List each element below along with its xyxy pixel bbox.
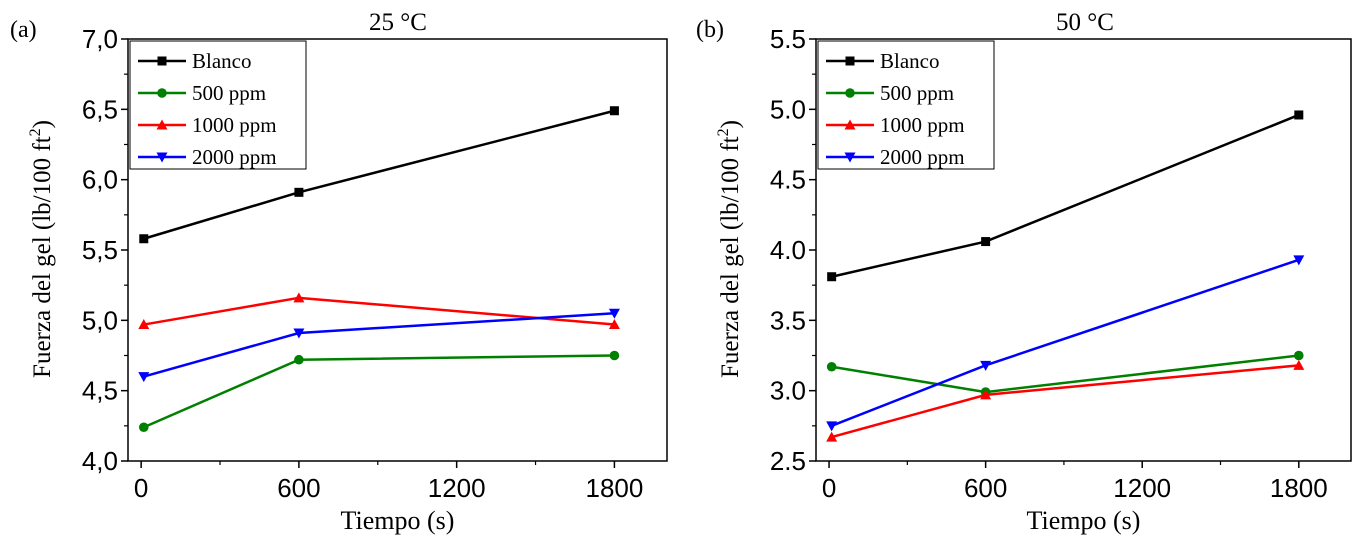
y-tick-label-b-3: 4.0	[770, 235, 806, 265]
legend-marker-a-1	[157, 88, 167, 98]
y-tick-label-a-5: 6,5	[82, 94, 118, 124]
y-tick-label-b-5: 5.0	[770, 94, 806, 124]
legend-label-a-1: 500 ppm	[192, 81, 266, 105]
y-axis-label-end-b: )	[717, 120, 744, 128]
legend-marker-b-0	[845, 56, 855, 66]
legend-label-a-2: 1000 ppm	[192, 113, 277, 137]
series-b-2000-ppm	[826, 255, 1305, 432]
legend-marker-a-0	[157, 56, 167, 66]
data-point-b-1000-ppm-2	[1293, 359, 1305, 370]
data-point-a-2000-ppm-2	[608, 308, 620, 319]
y-tick-label-b-1: 3.0	[770, 376, 806, 406]
legend-label-a-3: 2000 ppm	[192, 145, 277, 169]
data-point-a-1000-ppm-1	[293, 292, 305, 303]
data-point-b-1000-ppm-1	[980, 389, 992, 400]
x-axis-label-b: Tiempo (s)	[1027, 506, 1141, 535]
legend-label-b-0: Blanco	[880, 49, 939, 73]
legend-marker-a-2	[156, 119, 168, 130]
series-b-blanco	[827, 110, 1304, 282]
y-axis-label-main-a: Fuerza del gel (lb/100 ft	[29, 136, 56, 378]
data-point-a-1000-ppm-2	[608, 319, 620, 330]
chart-title-a: 25 °C	[369, 9, 427, 36]
y-axis-label-main-b: Fuerza del gel (lb/100 ft	[717, 136, 744, 378]
data-point-b-2000-ppm-1	[980, 360, 992, 371]
y-tick-label-a-1: 4,5	[82, 376, 118, 406]
y-tick-label-a-2: 5,0	[82, 305, 118, 335]
x-tick-label-a-3: 1800	[585, 473, 643, 503]
data-point-b-1000-ppm-0	[826, 431, 838, 442]
legend-marker-a-3	[156, 152, 168, 163]
legend-a: Blanco 500 ppm 1000 ppm 2000 ppm	[129, 40, 307, 170]
series-line-a-1000-ppm	[143, 296, 615, 326]
y-tick-label-a-3: 5,5	[82, 235, 118, 265]
y-axis-label-sup-a: 2	[27, 128, 44, 136]
data-point-a-2000-ppm-0	[138, 372, 150, 383]
series-line-a-2000-ppm	[143, 312, 615, 378]
x-axis-label-a: Tiempo (s)	[341, 506, 455, 535]
y-tick-label-b-0: 2.5	[770, 446, 806, 476]
y-tick-label-b-4: 4.5	[770, 165, 806, 195]
y-axis-label-end-a: )	[29, 120, 56, 128]
data-point-a-500-ppm-0	[138, 422, 149, 433]
legend-label-b-2: 1000 ppm	[880, 113, 965, 137]
data-point-b-blanco-1	[981, 237, 991, 247]
panel-label-b: (b)	[696, 17, 724, 43]
series-b-500-ppm	[826, 350, 1304, 397]
y-tick-label-a-6: 7,0	[82, 24, 118, 54]
data-point-b-blanco-0	[827, 272, 837, 282]
legend-marker-b-1	[845, 88, 855, 98]
series-a-1000-ppm	[138, 292, 620, 330]
legend-label-a-0: Blanco	[192, 49, 251, 73]
y-tick-label-a-0: 4,0	[82, 446, 118, 476]
data-point-a-blanco-0	[139, 234, 149, 244]
x-tick-label-b-1: 600	[964, 473, 1007, 503]
x-tick-label-a-0: 0	[134, 473, 148, 503]
legend-marker-b-3	[844, 152, 856, 163]
x-tick-label-b-3: 1800	[1270, 473, 1328, 503]
legend-label-b-1: 500 ppm	[880, 81, 954, 105]
y-tick-label-a-4: 6,0	[82, 165, 118, 195]
y-tick-label-b-6: 5.5	[770, 24, 806, 54]
data-point-b-500-ppm-2	[1294, 350, 1304, 361]
y-axis-label-sup-b: 2	[715, 128, 732, 136]
data-point-b-2000-ppm-0	[826, 421, 838, 432]
legend-b: Blanco 500 ppm 1000 ppm 2000 ppm	[817, 40, 995, 170]
chart-title-b: 50 °C	[1056, 9, 1114, 36]
y-axis-label-b: Fuerza del gel (lb/100 ft2)	[715, 120, 744, 378]
data-point-b-500-ppm-0	[826, 361, 837, 372]
data-point-a-1000-ppm-0	[138, 319, 150, 330]
series-line-b-1000-ppm	[831, 364, 1299, 439]
data-point-a-blanco-1	[294, 187, 304, 197]
series-a-2000-ppm	[138, 308, 620, 383]
x-tick-label-a-1: 600	[277, 473, 320, 503]
y-axis-label-a: Fuerza del gel (lb/100 ft2)	[27, 120, 56, 378]
x-tick-label-b-2: 1200	[1113, 473, 1171, 503]
data-point-b-2000-ppm-2	[1293, 255, 1305, 266]
series-b-1000-ppm	[826, 359, 1305, 442]
data-point-a-blanco-2	[609, 106, 619, 116]
series-a-blanco	[139, 106, 619, 244]
panel-a: (a) 25 °C 4,0 4,5 5,0 5,5 6,0 6,5 7,0 0 600 1200 180…	[10, 9, 668, 535]
x-tick-label-a-2: 1200	[428, 473, 486, 503]
legend-marker-b-2	[844, 119, 856, 130]
legend-label-b-3: 2000 ppm	[880, 145, 965, 169]
x-tick-label-b-0: 0	[822, 473, 836, 503]
panel-b: (b) 50 °C 2.5 3.0 3.5 4.0 4.5 5.0 5.5 0 600 1200 180…	[696, 9, 1352, 535]
series-a-500-ppm	[138, 350, 620, 433]
data-point-a-2000-ppm-1	[293, 328, 305, 339]
series-line-a-500-ppm	[143, 354, 615, 429]
series-line-b-2000-ppm	[831, 258, 1300, 427]
data-point-a-500-ppm-1	[294, 354, 304, 365]
data-point-a-500-ppm-2	[609, 350, 620, 361]
y-tick-label-b-2: 3.5	[770, 305, 806, 335]
data-point-b-blanco-2	[1294, 110, 1304, 120]
panel-label-a: (a)	[10, 17, 37, 43]
